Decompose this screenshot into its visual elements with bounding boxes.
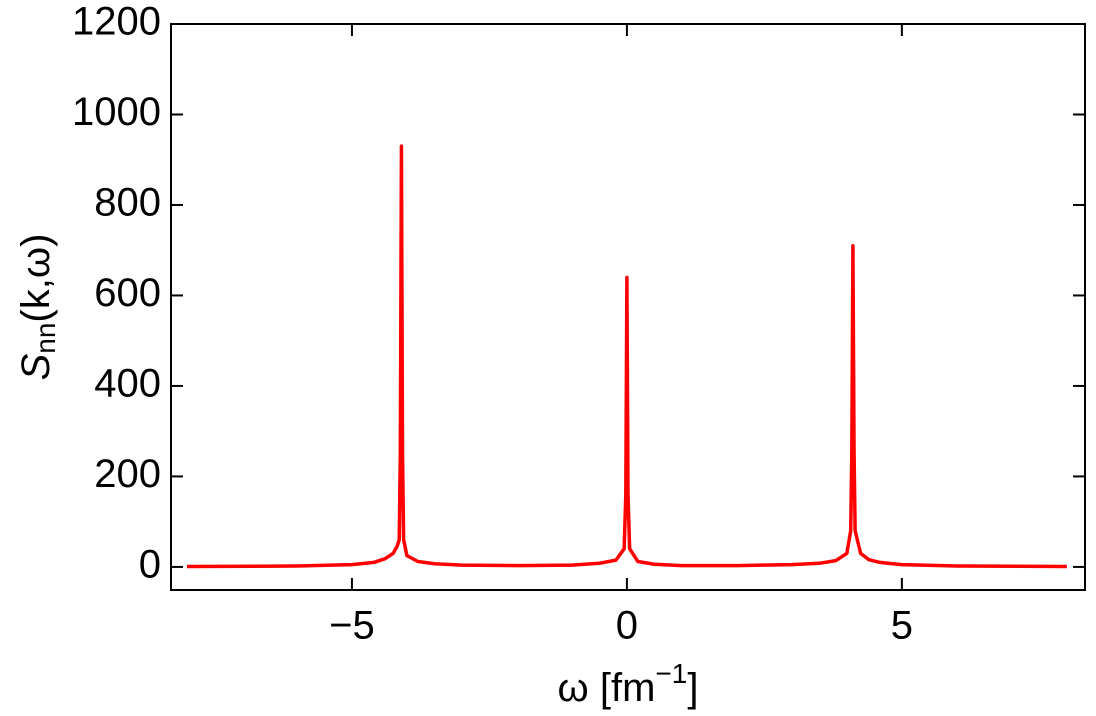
y-tick-label: 600: [94, 271, 161, 315]
x-tick-label: 0: [616, 604, 638, 648]
x-label-part: ω [fm: [558, 666, 656, 710]
data-line: [186, 144, 1067, 569]
plot-frame: [170, 23, 1086, 591]
y-tick-label: 1200: [72, 0, 161, 44]
y-label-part: (k,ω): [14, 234, 58, 323]
y-tick-label: 0: [139, 542, 161, 586]
x-label-part: ]: [687, 666, 698, 710]
y-tick-label: 1000: [72, 90, 161, 134]
y-tick-label: 800: [94, 181, 161, 225]
x-label-sup: −1: [655, 658, 687, 689]
y-tick-label: 200: [94, 452, 161, 496]
x-tick-label: −5: [329, 604, 375, 648]
y-label-sub: nn: [30, 323, 61, 354]
x-axis-label: ω [fm−1]: [558, 658, 699, 709]
y-label-part: S: [14, 353, 58, 380]
x-tick-label: 5: [891, 604, 913, 648]
y-axis-label: Snn(k,ω): [14, 234, 62, 381]
y-tick-label: 400: [94, 362, 161, 406]
